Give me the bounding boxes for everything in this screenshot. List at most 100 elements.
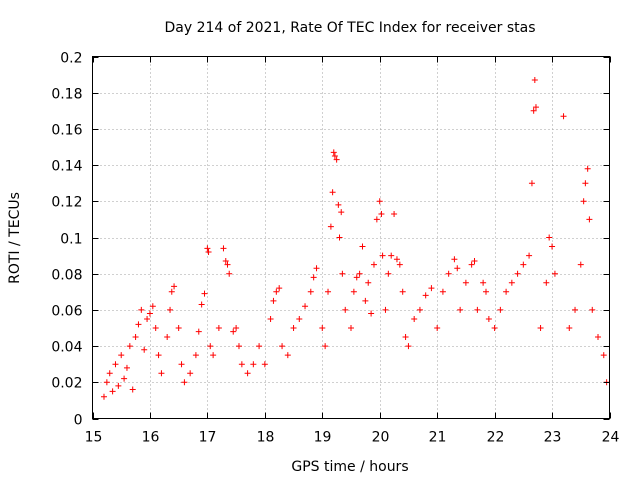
data-point bbox=[226, 270, 233, 277]
data-point bbox=[149, 303, 156, 310]
data-point bbox=[181, 379, 188, 386]
data-point bbox=[322, 343, 329, 350]
data-point bbox=[503, 288, 510, 295]
data-point bbox=[313, 265, 320, 272]
data-point bbox=[146, 310, 153, 317]
data-point bbox=[123, 364, 130, 371]
data-point bbox=[135, 321, 142, 328]
data-point bbox=[379, 252, 386, 259]
data-point bbox=[480, 279, 487, 286]
data-point bbox=[220, 245, 227, 252]
data-point bbox=[327, 223, 334, 230]
data-point bbox=[589, 306, 596, 313]
x-tick-label: 18 bbox=[257, 430, 275, 446]
data-point bbox=[391, 210, 398, 217]
data-point bbox=[164, 334, 171, 341]
y-tick-labels: 0 0.02 0.04 0.06 0.08 0.1 0.12 0.14 0.16 0.18 0.2 bbox=[51, 51, 82, 429]
data-point bbox=[378, 210, 385, 217]
data-point bbox=[520, 261, 527, 268]
data-point bbox=[526, 252, 533, 259]
data-point bbox=[109, 388, 116, 395]
data-point bbox=[405, 343, 412, 350]
data-point bbox=[330, 149, 337, 156]
data-point bbox=[201, 290, 208, 297]
data-point bbox=[230, 328, 237, 335]
data-point bbox=[382, 306, 389, 313]
data-point bbox=[396, 261, 403, 268]
data-point bbox=[205, 248, 212, 255]
data-point bbox=[152, 325, 159, 331]
data-point bbox=[549, 243, 556, 250]
data-point bbox=[451, 256, 458, 263]
data-point bbox=[543, 279, 550, 286]
data-point bbox=[514, 270, 521, 277]
data-point bbox=[198, 301, 205, 308]
y-tick-label: 0.04 bbox=[51, 340, 82, 356]
data-point bbox=[222, 258, 229, 265]
y-tick-label: 0.18 bbox=[51, 87, 82, 103]
x-tick-label: 22 bbox=[487, 430, 505, 446]
data-point bbox=[531, 77, 538, 84]
data-point bbox=[178, 361, 185, 368]
data-point bbox=[276, 285, 283, 292]
data-point bbox=[474, 306, 481, 313]
data-point bbox=[235, 343, 242, 350]
data-point bbox=[350, 288, 357, 295]
data-point bbox=[497, 306, 504, 313]
data-point bbox=[388, 252, 395, 259]
x-axis-label: GPS time / hours bbox=[291, 459, 408, 475]
y-tick-label: 0.06 bbox=[51, 304, 82, 320]
data-points bbox=[100, 77, 610, 400]
data-point bbox=[428, 285, 435, 292]
data-point bbox=[468, 261, 475, 268]
x-tick-label: 16 bbox=[142, 430, 160, 446]
data-point bbox=[279, 343, 286, 350]
data-point bbox=[339, 270, 346, 277]
axis-ticks bbox=[92, 56, 611, 420]
plot-frame bbox=[92, 56, 610, 419]
data-point bbox=[566, 325, 573, 331]
data-point bbox=[121, 375, 128, 382]
data-point bbox=[141, 346, 148, 353]
x-tick-label: 20 bbox=[372, 430, 390, 446]
data-point bbox=[356, 270, 363, 277]
data-point bbox=[126, 343, 133, 350]
data-point bbox=[233, 325, 240, 331]
data-point bbox=[204, 245, 211, 252]
data-point bbox=[319, 325, 326, 331]
data-point bbox=[546, 234, 553, 241]
data-point bbox=[491, 325, 498, 331]
data-point bbox=[210, 352, 217, 359]
data-point bbox=[171, 283, 178, 290]
data-point bbox=[238, 361, 245, 368]
data-point bbox=[508, 279, 515, 286]
data-point bbox=[310, 274, 317, 281]
data-point bbox=[270, 297, 277, 304]
data-point bbox=[267, 315, 274, 322]
data-point bbox=[129, 386, 136, 393]
data-point bbox=[445, 270, 452, 277]
data-point bbox=[600, 352, 607, 359]
y-tick-label: 0.08 bbox=[51, 268, 82, 284]
data-point bbox=[376, 198, 383, 205]
x-tick-label: 15 bbox=[85, 430, 103, 446]
grid-lines bbox=[92, 56, 610, 419]
data-point bbox=[207, 343, 214, 350]
data-point bbox=[362, 297, 369, 304]
data-point bbox=[175, 325, 182, 331]
data-point bbox=[348, 325, 354, 331]
data-point bbox=[577, 261, 584, 268]
data-point bbox=[454, 265, 461, 272]
data-point bbox=[195, 328, 202, 335]
data-point bbox=[416, 306, 423, 313]
y-tick-label: 0.12 bbox=[51, 195, 82, 211]
data-point bbox=[115, 382, 122, 389]
data-point bbox=[273, 288, 280, 295]
chart-title: Day 214 of 2021, Rate Of TEC Index for r… bbox=[164, 20, 535, 36]
data-point bbox=[584, 165, 591, 172]
data-point bbox=[399, 288, 406, 295]
data-point bbox=[168, 288, 175, 295]
data-point bbox=[215, 325, 222, 331]
data-point bbox=[370, 261, 377, 268]
